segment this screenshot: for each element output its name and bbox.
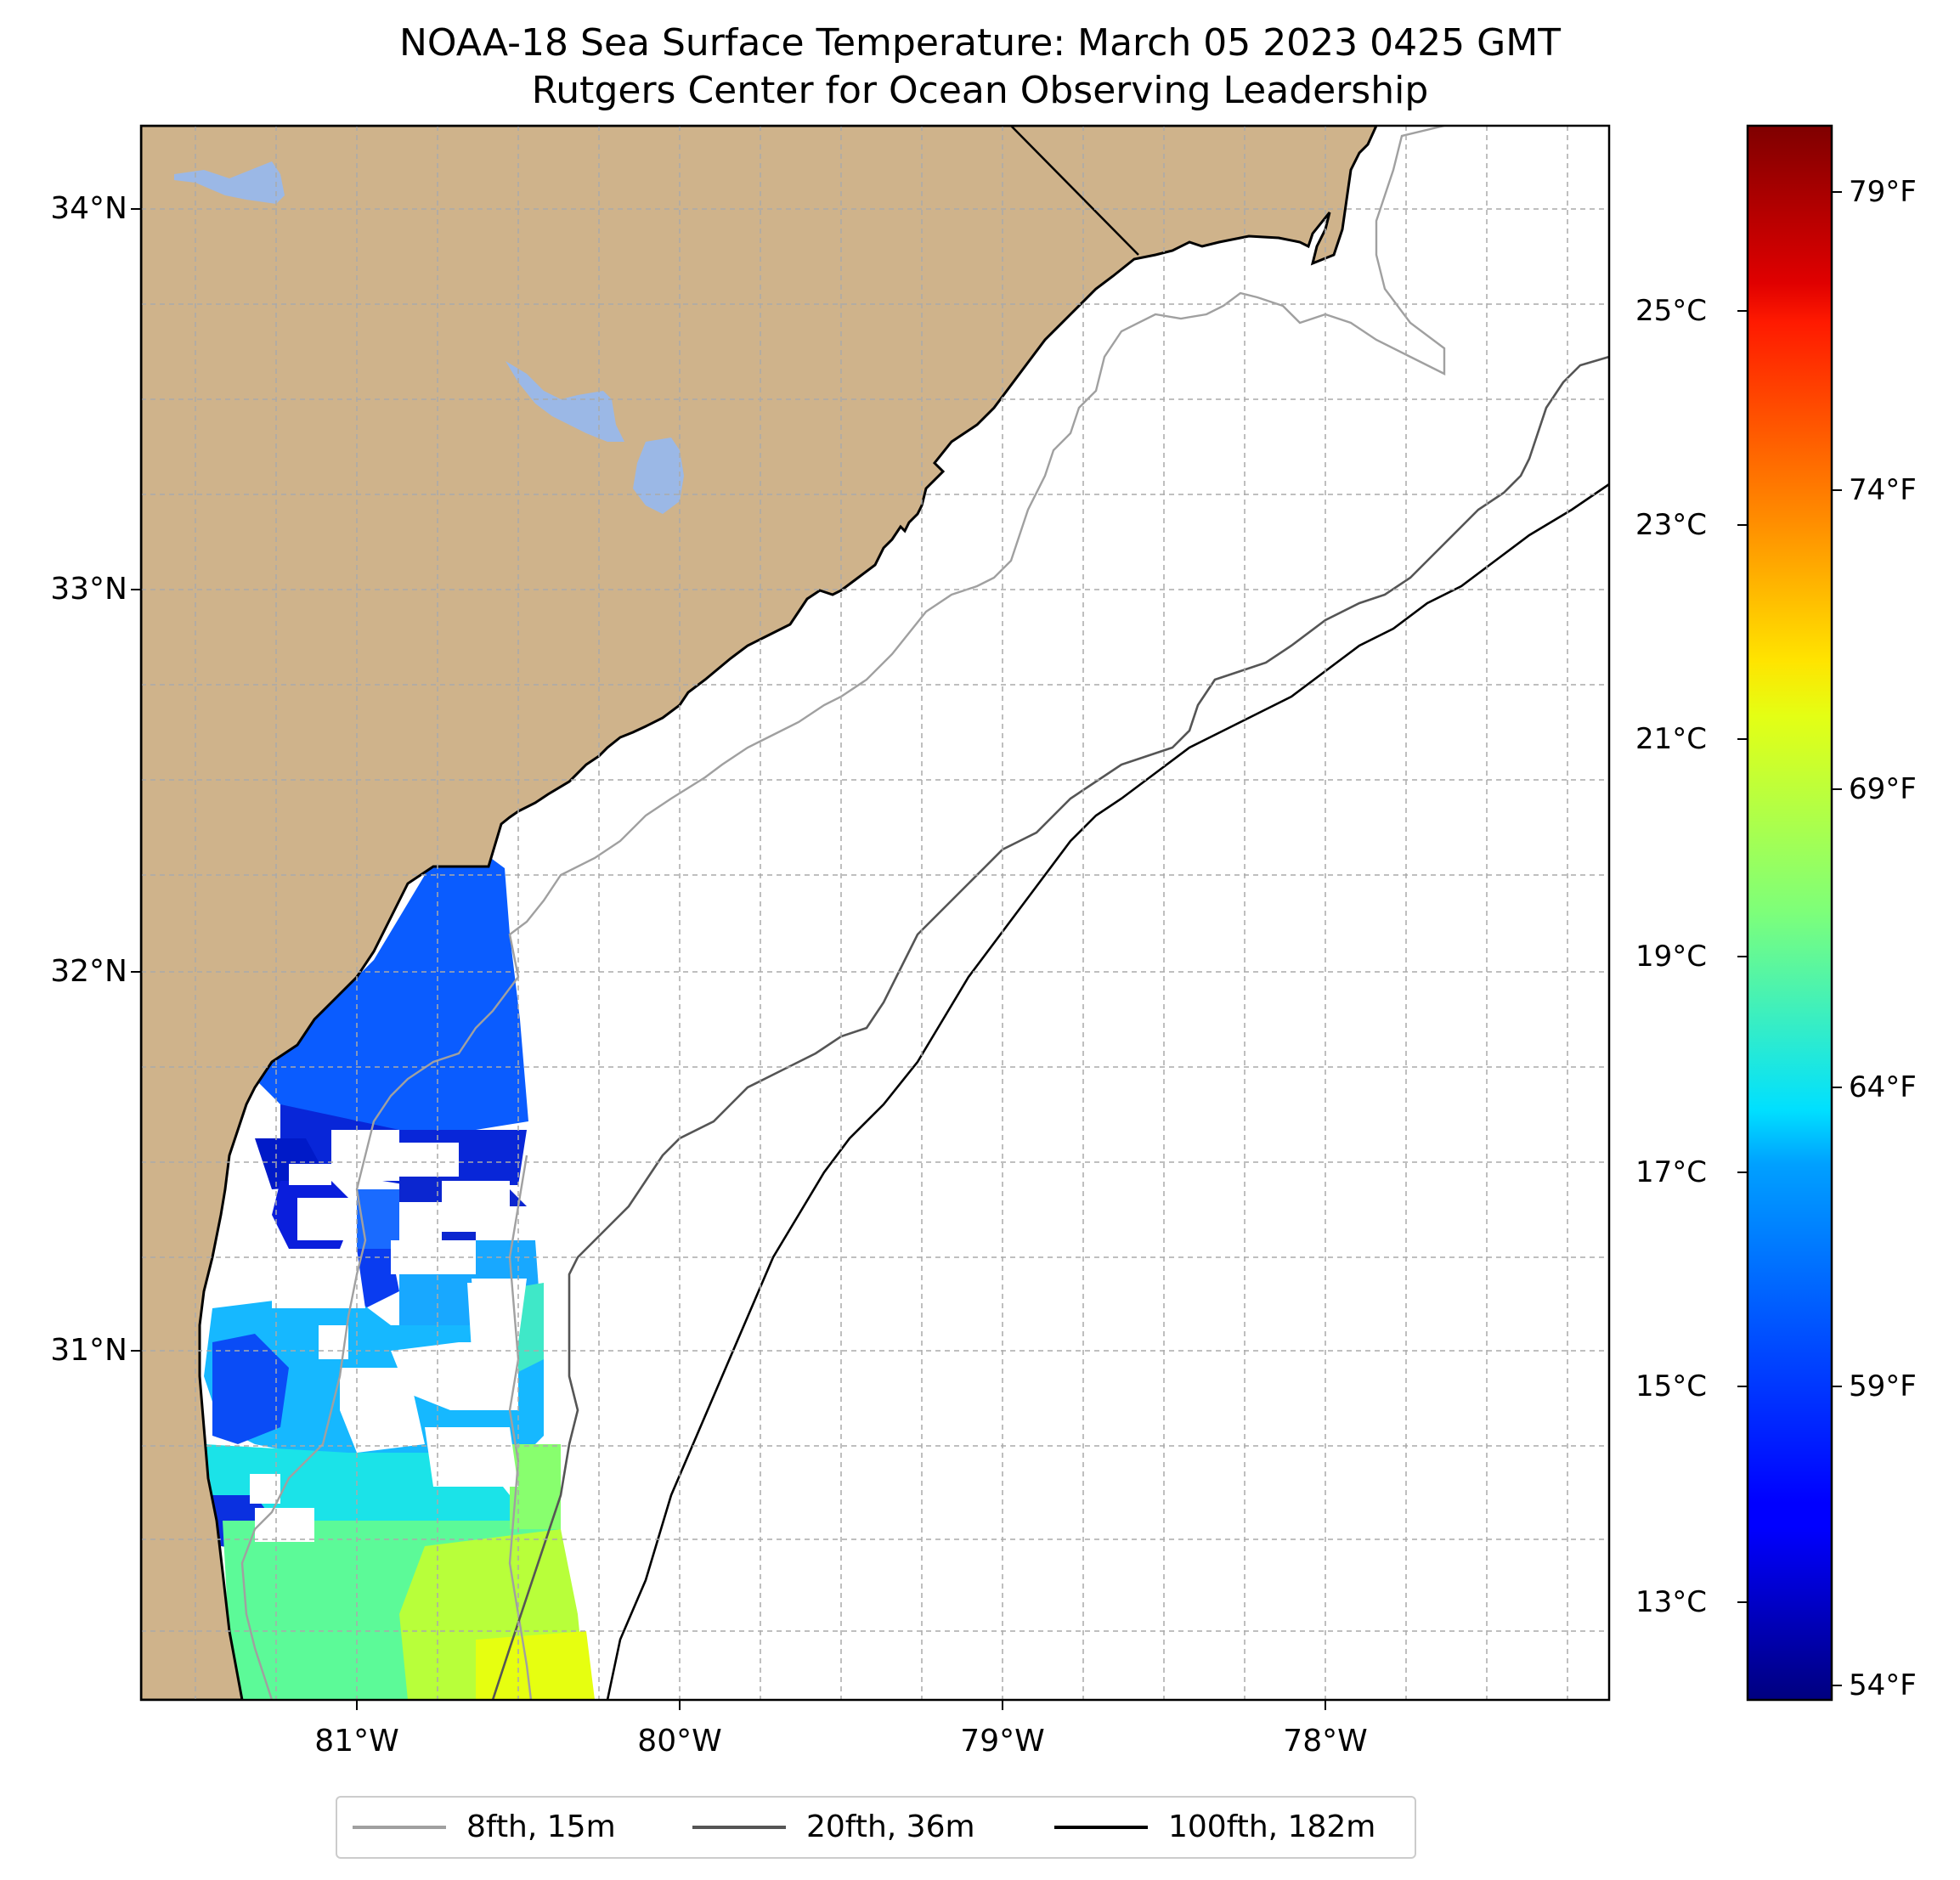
lon-tick-label: 81°W	[314, 1724, 399, 1759]
lake	[174, 161, 285, 204]
colorbar-celsius-label: 21°C	[1635, 722, 1708, 756]
colorbar-celsius-label: 25°C	[1635, 294, 1708, 328]
colorbar-celsius-label: 17°C	[1635, 1155, 1708, 1189]
legend-item-8fth: 8fth, 15m	[353, 1798, 616, 1857]
colorbar-fahrenheit-label: 79°F	[1849, 175, 1917, 209]
gridlines	[141, 126, 1609, 1700]
colorbar-celsius-label: 19°C	[1635, 940, 1708, 974]
lon-tick-label: 79°W	[960, 1724, 1045, 1759]
lat-tick-label: 32°N	[50, 954, 127, 989]
legend-line-icon	[1054, 1826, 1148, 1829]
legend-item-100fth: 100fth, 182m	[1054, 1798, 1375, 1857]
lat-tick-label: 34°N	[50, 191, 127, 226]
contour-legend: 8fth, 15m 20fth, 36m 100fth, 182m	[336, 1796, 1416, 1859]
map-frame	[139, 124, 1611, 1702]
colorbar-fahrenheit-label: 59°F	[1849, 1369, 1917, 1403]
colorbar-fahrenheit-label: 64°F	[1849, 1070, 1917, 1104]
lake	[506, 361, 624, 442]
land	[141, 126, 1378, 1700]
state-border	[1010, 126, 1139, 256]
legend-line-icon	[353, 1826, 446, 1829]
legend-label: 8fth, 15m	[466, 1809, 616, 1844]
tick-marks	[131, 208, 1326, 1710]
colorbar-ticks	[1737, 191, 1842, 1686]
legend-item-20fth: 20fth, 36m	[692, 1798, 975, 1857]
lat-tick-label: 31°N	[50, 1333, 127, 1368]
lon-tick-label: 80°W	[637, 1724, 722, 1759]
colorbar-fahrenheit-label: 54°F	[1849, 1668, 1917, 1702]
lat-tick-label: 33°N	[50, 572, 127, 607]
colorbar-fahrenheit-label: 74°F	[1849, 473, 1917, 507]
colorbar	[1746, 124, 1833, 1702]
map-subtitle: Rutgers Center for Ocean Observing Leade…	[531, 69, 1429, 112]
legend-label: 100fth, 182m	[1168, 1809, 1376, 1844]
map-title: NOAA-18 Sea Surface Temperature: March 0…	[398, 21, 1562, 65]
contour-8fth-15m	[240, 126, 1446, 1700]
colorbar-celsius-label: 23°C	[1635, 508, 1708, 542]
legend-label: 20fth, 36m	[806, 1809, 975, 1844]
colorbar-celsius-label: 15°C	[1635, 1369, 1708, 1403]
lon-tick-label: 78°W	[1283, 1724, 1368, 1759]
contour-8fth-15m-b	[508, 1155, 533, 1700]
contour-100fth-182m	[606, 483, 1609, 1700]
sst-data-layer	[204, 816, 595, 1700]
contour-20fth-36m	[491, 355, 1609, 1700]
legend-line-icon	[692, 1826, 786, 1829]
colorbar-celsius-label: 13°C	[1635, 1585, 1708, 1619]
colorbar-fahrenheit-label: 69°F	[1849, 772, 1917, 806]
